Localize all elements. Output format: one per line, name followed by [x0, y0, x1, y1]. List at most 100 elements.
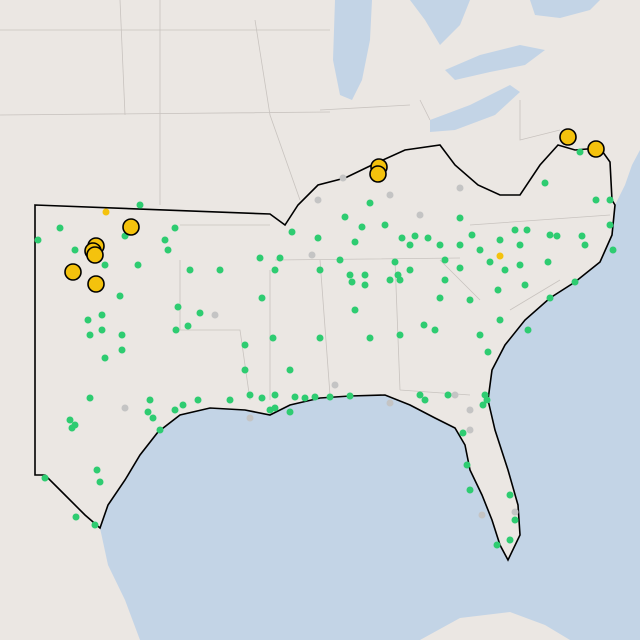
station-green — [351, 238, 359, 246]
station-green — [96, 478, 104, 486]
station-green — [416, 391, 424, 399]
station-green — [361, 271, 369, 279]
station-green — [609, 246, 617, 254]
station-green — [118, 346, 126, 354]
station-green — [486, 258, 494, 266]
station-green — [501, 266, 509, 274]
region-outline — [34, 144, 616, 562]
station-green — [496, 316, 504, 324]
station-highlight — [122, 218, 140, 236]
station-green — [516, 241, 524, 249]
station-green — [506, 491, 514, 499]
state-borders — [0, 0, 611, 401]
lake — [530, 0, 600, 18]
station-green — [391, 258, 399, 266]
station-green — [276, 254, 284, 262]
lake — [333, 0, 372, 100]
lake — [430, 85, 520, 132]
station-green — [172, 326, 180, 334]
station-highlight — [587, 140, 605, 158]
station-gray — [308, 251, 316, 259]
station-gray — [466, 426, 474, 434]
station-green — [406, 241, 414, 249]
station-green — [358, 223, 366, 231]
station-green — [336, 256, 344, 264]
station-green — [424, 234, 432, 242]
station-gray — [386, 399, 394, 407]
station-green — [98, 326, 106, 334]
station-green — [361, 281, 369, 289]
station-green — [494, 286, 502, 294]
station-green — [66, 416, 74, 424]
station-green — [521, 281, 529, 289]
station-green — [216, 266, 224, 274]
station-green — [493, 541, 501, 549]
station-green — [381, 221, 389, 229]
station-green — [101, 261, 109, 269]
station-green — [516, 261, 524, 269]
station-green — [286, 366, 294, 374]
station-green — [511, 226, 519, 234]
station-green — [546, 294, 554, 302]
station-green — [91, 521, 99, 529]
station-green — [171, 224, 179, 232]
station-green — [186, 266, 194, 274]
station-green — [271, 391, 279, 399]
station-green — [161, 236, 169, 244]
station-green — [134, 261, 142, 269]
station-green — [546, 231, 554, 239]
station-green — [483, 396, 491, 404]
station-green — [98, 311, 106, 319]
station-green — [101, 354, 109, 362]
station-green — [316, 266, 324, 274]
station-green — [241, 366, 249, 374]
station-green — [406, 266, 414, 274]
station-green — [581, 241, 589, 249]
station-green — [56, 224, 64, 232]
station-green — [592, 196, 600, 204]
station-green — [606, 196, 614, 204]
station-green — [441, 276, 449, 284]
station-green — [463, 461, 471, 469]
station-green — [271, 266, 279, 274]
station-green — [269, 334, 277, 342]
station-green — [314, 234, 322, 242]
station-green — [576, 148, 584, 156]
station-green — [286, 408, 294, 416]
station-green — [184, 322, 192, 330]
station-gray — [246, 414, 254, 422]
station-green — [456, 264, 464, 272]
station-green — [258, 294, 266, 302]
station-gray — [466, 406, 474, 414]
station-green — [241, 341, 249, 349]
station-yellow — [496, 252, 504, 260]
station-gray — [331, 381, 339, 389]
station-green — [351, 306, 359, 314]
station-green — [171, 406, 179, 414]
station-green — [456, 241, 464, 249]
station-green — [311, 393, 319, 401]
station-green — [366, 334, 374, 342]
station-green — [476, 246, 484, 254]
station-green — [116, 292, 124, 300]
station-green — [156, 426, 164, 434]
station-gray — [456, 184, 464, 192]
station-highlight — [64, 263, 82, 281]
station-green — [506, 536, 514, 544]
station-green — [256, 254, 264, 262]
station-green — [301, 394, 309, 402]
lake — [445, 45, 545, 80]
station-green — [86, 394, 94, 402]
station-green — [86, 331, 94, 339]
markers — [34, 128, 617, 549]
station-gray — [121, 404, 129, 412]
station-highlight — [369, 165, 387, 183]
station-gray — [478, 511, 486, 519]
station-green — [511, 516, 519, 524]
station-green — [72, 513, 80, 521]
station-green — [468, 231, 476, 239]
station-green — [194, 396, 202, 404]
station-green — [341, 213, 349, 221]
station-green — [366, 199, 374, 207]
